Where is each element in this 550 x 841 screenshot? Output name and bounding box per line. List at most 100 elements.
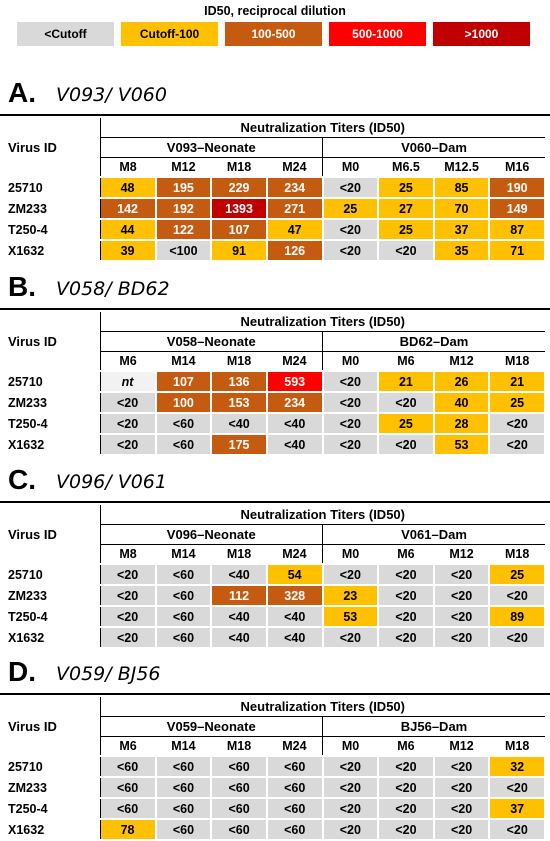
table-row: 25710 nt 107 136 593 <20 21 26 21 — [0, 370, 546, 393]
titer-cell: <60 — [154, 412, 213, 435]
legend-item-cutoff-100: Cutoff-100 — [121, 22, 218, 46]
titer-cell: 25 — [377, 176, 435, 199]
titer-cell: 593 — [265, 370, 324, 393]
group-header-dam: BJ56–Dam — [322, 716, 545, 737]
titer-cell: <20 — [99, 433, 157, 456]
titer-cell: 328 — [265, 584, 324, 607]
titer-cell: <20 — [322, 239, 380, 262]
titer-cell: <20 — [322, 433, 380, 456]
titer-cell: <60 — [154, 605, 213, 628]
timepoint-header: M6 — [378, 736, 434, 757]
titer-cell: <20 — [322, 218, 380, 241]
titer-cell: 53 — [322, 605, 380, 628]
titer-cell: <20 — [432, 563, 491, 586]
panel-rule — [0, 114, 550, 116]
titer-cell: <60 — [154, 584, 213, 607]
main-header: Neutralization Titers (ID50) — [99, 697, 545, 717]
titer-cell: 23 — [322, 584, 380, 607]
virus-id: X1632 — [8, 243, 45, 258]
titer-cell: 142 — [99, 197, 157, 220]
titer-cell: <20 — [377, 626, 435, 649]
titer-cell: <20 — [377, 433, 435, 456]
titer-cell: <60 — [154, 755, 213, 778]
titer-cell: <20 — [432, 818, 491, 841]
titer-cell: <20 — [432, 626, 491, 649]
titer-cell: <20 — [377, 755, 435, 778]
panel-1: B. V058/ BD62 Virus ID Neutralization Titer… — [0, 272, 550, 456]
virus-id: T250-4 — [8, 416, 48, 431]
titer-cell: <20 — [322, 176, 380, 199]
virus-id: T250-4 — [8, 801, 48, 816]
titer-cell: <20 — [322, 370, 380, 393]
titer-cell: <60 — [99, 776, 157, 799]
titer-cell: <60 — [265, 776, 324, 799]
titer-cell: <60 — [210, 776, 268, 799]
titer-cell: 78 — [99, 818, 157, 841]
panel-rule — [0, 693, 550, 695]
table-row: X1632 <20 <60 175 <40 <20 <20 53 <20 — [0, 433, 546, 456]
panel-subtitle: V096/ V061 — [56, 471, 167, 493]
timepoint-header: M14 — [155, 736, 212, 757]
table-row: 25710 48 195 229 234 <20 25 85 190 — [0, 176, 546, 199]
titer-cell: 136 — [210, 370, 268, 393]
titer-cell: 48 — [99, 176, 157, 199]
titer-cell: 87 — [488, 218, 546, 241]
virus-id: ZM233 — [8, 201, 47, 216]
titer-cell: 271 — [265, 197, 324, 220]
titer-cell: <20 — [377, 563, 435, 586]
timepoint-header: M18 — [489, 351, 545, 372]
table-row: T250-4 <60 <60 <60 <60 <20 <20 <20 37 — [0, 797, 546, 820]
table-row: ZM233 <20 <60 112 328 23 <20 <20 <20 — [0, 584, 546, 607]
titer-cell: <20 — [322, 391, 380, 414]
titer-cell: <40 — [210, 626, 268, 649]
panel-header: D. V059/ BJ56 — [0, 657, 550, 687]
table-row: ZM233 <20 100 153 234 <20 <20 40 25 — [0, 391, 546, 414]
titer-cell: <60 — [154, 433, 213, 456]
table-row: X1632 39 <100 91 126 <20 <20 35 71 — [0, 239, 546, 262]
titer-cell: 37 — [432, 218, 491, 241]
titer-cell: 44 — [99, 218, 157, 241]
titer-cell: <60 — [99, 797, 157, 820]
timepoint-header: M18 — [211, 157, 267, 178]
titer-cell: 234 — [265, 391, 324, 414]
titer-cell: <20 — [377, 239, 435, 262]
titer-cell: <40 — [210, 412, 268, 435]
timepoint-header: M12 — [433, 736, 490, 757]
legend: <Cutoff Cutoff-100 100-500 500-1000 >100… — [17, 22, 537, 46]
titer-cell: <20 — [322, 818, 380, 841]
titer-cell: <20 — [432, 584, 491, 607]
panel-rule — [0, 501, 550, 503]
titer-cell: 100 — [154, 391, 213, 414]
timepoint-header: M18 — [489, 736, 545, 757]
titer-cell: 25 — [377, 218, 435, 241]
group-header-neonate: V058–Neonate — [99, 331, 323, 352]
group-header-neonate: V093–Neonate — [99, 137, 323, 158]
panel-header: B. V058/ BD62 — [0, 272, 550, 302]
legend-item-500-1000: 500-1000 — [329, 22, 426, 46]
virus-id: ZM233 — [8, 395, 47, 410]
titer-cell: 195 — [154, 176, 213, 199]
panel-0: A. V093/ V060 Virus ID Neutralization Titer… — [0, 77, 550, 262]
titer-cell: 21 — [488, 370, 546, 393]
titer-cell: 1393 — [210, 197, 268, 220]
titer-cell: <60 — [154, 776, 213, 799]
timepoint-header: M24 — [266, 351, 323, 372]
titer-cell: <20 — [377, 797, 435, 820]
titer-cell: 126 — [265, 239, 324, 262]
titer-cell: <20 — [488, 412, 546, 435]
virus-id: ZM233 — [8, 780, 47, 795]
titer-cell: 25 — [322, 197, 380, 220]
titer-cell: <20 — [99, 391, 157, 414]
titer-cell: <40 — [265, 626, 324, 649]
table-row: X1632 78 <60 <60 <60 <20 <20 <20 <20 — [0, 818, 546, 841]
titer-cell: 122 — [154, 218, 213, 241]
panel-letter: A. — [8, 77, 36, 108]
titer-cell: <20 — [322, 563, 380, 586]
timepoint-header: M18 — [211, 351, 267, 372]
timepoint-header: M16 — [489, 157, 545, 178]
titer-cell: 21 — [377, 370, 435, 393]
titer-cell: <60 — [210, 797, 268, 820]
timepoint-header: M14 — [155, 544, 212, 565]
titer-cell: <40 — [210, 605, 268, 628]
titer-cell: <20 — [99, 584, 157, 607]
